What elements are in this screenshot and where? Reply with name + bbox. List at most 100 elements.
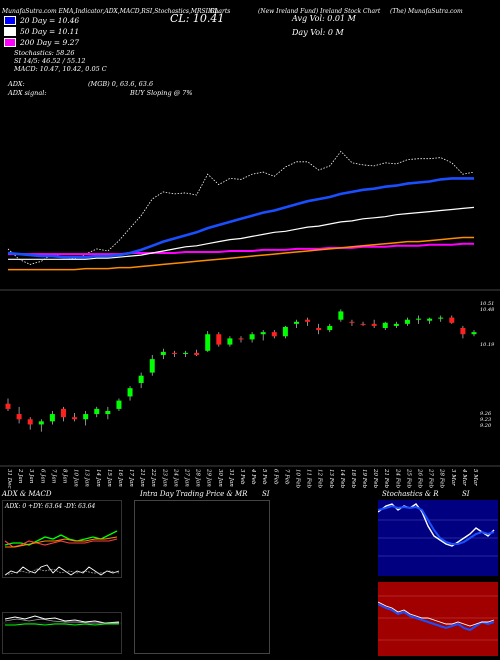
date-label: 30 Jan [217,469,223,487]
candle-body [205,334,211,351]
date-label: 13 Feb [328,469,334,489]
candle-body [471,332,477,335]
candle-body [216,334,222,345]
legend-ema200: 200 Day = 9.27 [4,38,79,47]
legend-ema20: 20 Day = 10.46 [4,16,79,25]
candles [5,309,477,432]
candle-body [349,321,355,323]
avg-volume: Avg Vol: 0.01 M [292,14,356,23]
candle-body [27,419,33,425]
date-label: 21 Jan [139,468,145,487]
stoch-k-line [377,503,495,547]
adx-panel-values: ADX: 0 +DY: 63.64 -DY: 63.64 [5,503,96,510]
date-label: 17 Jan [128,469,134,487]
date-label: 8 Jan [61,469,67,484]
macd-line [4,564,120,576]
si-value: SI 14/5: 46.52 / 55.12 [14,57,86,65]
macd-signal-line [4,568,120,576]
candle-body [316,328,322,331]
candle-body [460,328,466,335]
candle-body [438,317,444,319]
candle-body [416,318,422,320]
date-label: 12 Feb [317,469,323,489]
candle-body [105,410,111,415]
macd-hist-line-2 [4,618,119,624]
date-label: 29 Jan [206,468,212,487]
ema50-line [8,206,475,260]
adx-line [5,536,118,548]
candle-body [83,414,89,420]
date-label: 22 Jan [150,468,156,487]
date-label: 10 Feb [294,469,300,489]
candle-body [16,414,22,420]
macd-panel [2,612,122,654]
legend-ema50: 50 Day = 10.11 [4,27,79,36]
date-label: 3 Jan [28,469,34,484]
ema20-line [7,177,474,259]
date-label: 27 Feb [428,468,434,489]
stoch-panel-title: Stochastics & R [382,490,439,498]
symbol-label: IRL [208,8,219,15]
ema200-line [8,242,474,256]
candle-body [360,323,366,325]
date-label: 25 Feb [405,468,411,489]
rsi-panel-plot [377,582,498,656]
candle-body [393,323,399,326]
adx-panel-title: ADX & MACD [2,490,52,498]
rsi-bg [378,582,498,656]
candle-body [38,421,44,425]
candle-body [404,319,410,324]
candle-body [5,403,11,409]
date-label: 3 Mar [450,469,456,486]
date-label: 16 Jan [117,469,123,487]
plus-dy-line [4,530,118,546]
site-label: (The) MunafaSutra.com [390,8,463,15]
candle-body [94,408,100,415]
date-label: 7 Feb [283,469,289,485]
rsi-panel [377,582,498,656]
adx-signal-value: BUY Sloping @ 7% [130,89,193,97]
legend-swatch-200 [4,38,16,47]
y-tick-label: 10.19 [480,342,495,348]
stochastics-value: Stochastics: 58.26 [14,49,75,57]
candle-body [427,318,433,321]
date-label: 14 Jan [95,469,101,487]
candle-body [327,325,333,331]
intraday-panel [134,500,270,654]
legend-label-50: 50 Day = 10.11 [20,27,80,36]
candle-body [238,338,244,340]
minus-dy-line [4,538,118,548]
adx-label: ADX: [8,80,25,88]
candle-body [282,326,288,337]
date-label: 10 Jan [73,469,79,487]
date-label: 3 Feb [239,469,245,485]
candle-body [60,408,66,418]
date-axis: 31 Dec 2 Jan 3 Jan 6 Jan 7 Jan 8 Jan 10 Jan 13 … [6,468,478,489]
date-label: 21 Feb [383,468,389,489]
date-label: 7 Jan [50,469,56,484]
legend-swatch-20 [4,16,16,25]
date-label: 26 Feb [417,468,423,489]
candle-body [260,332,266,335]
date-label: 11 Feb [306,469,312,489]
candle-body [382,322,388,328]
mrsi-signal-line [377,601,495,627]
date-label: 4 Mar [461,468,467,486]
date-label: 14 Feb [339,469,345,489]
date-label: 31 Jan [228,469,234,487]
header-left: MunafaSutra.com EMA,Indicator,ADX,MACD,R… [2,8,231,15]
close-price: CL: 10.41 [170,12,225,25]
macd-panel-plot [3,615,121,626]
date-label: 5 Mar [472,469,478,486]
date-label: 28 Feb [439,468,445,489]
y-tick-label: 10.51 [480,301,494,307]
date-label: 23 Jan [161,468,167,487]
day-volume: Day Vol: 0 M [292,28,344,37]
stoch-d-line [377,504,495,545]
candle-body [227,338,233,345]
macd-hist-line-3 [5,623,119,626]
macd-value: MACD: 10.47, 10.42, 0.05 C [14,65,107,73]
y-tick-label: 9.26 [480,411,492,417]
date-label: 28 Jan [195,468,201,487]
